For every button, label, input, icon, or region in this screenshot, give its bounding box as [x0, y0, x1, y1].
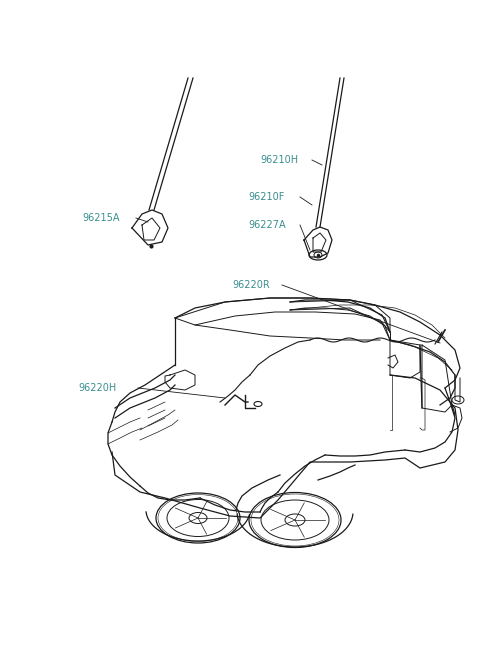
Text: 96227A: 96227A: [248, 220, 286, 230]
Text: 96210F: 96210F: [248, 192, 284, 202]
Text: 96210H: 96210H: [260, 155, 298, 165]
Text: 96220R: 96220R: [232, 280, 270, 290]
Text: 96215A: 96215A: [82, 213, 120, 223]
Text: 96220H: 96220H: [78, 383, 116, 393]
